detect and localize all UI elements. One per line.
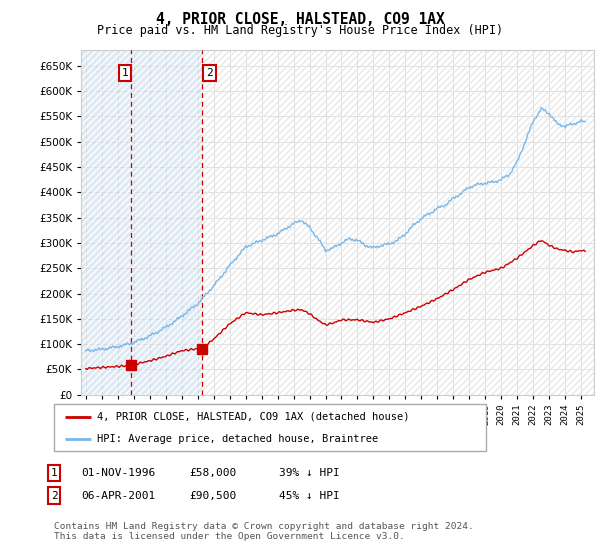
Bar <box>70 50 202 395</box>
Text: 4, PRIOR CLOSE, HALSTEAD, CO9 1AX (detached house): 4, PRIOR CLOSE, HALSTEAD, CO9 1AX (detac… <box>97 412 410 422</box>
Text: £58,000: £58,000 <box>189 468 236 478</box>
Bar <box>202 50 600 395</box>
Text: 4, PRIOR CLOSE, HALSTEAD, CO9 1AX: 4, PRIOR CLOSE, HALSTEAD, CO9 1AX <box>155 12 445 27</box>
Bar <box>70 50 202 395</box>
Text: £90,500: £90,500 <box>189 491 236 501</box>
Text: 1: 1 <box>121 68 128 78</box>
Text: 06-APR-2001: 06-APR-2001 <box>81 491 155 501</box>
FancyBboxPatch shape <box>54 404 486 451</box>
Text: HPI: Average price, detached house, Braintree: HPI: Average price, detached house, Brai… <box>97 434 379 444</box>
Text: 2: 2 <box>206 68 213 78</box>
Text: 1: 1 <box>50 468 58 478</box>
Text: 2: 2 <box>50 491 58 501</box>
Text: Contains HM Land Registry data © Crown copyright and database right 2024.
This d: Contains HM Land Registry data © Crown c… <box>54 522 474 542</box>
Text: 45% ↓ HPI: 45% ↓ HPI <box>279 491 340 501</box>
Text: Price paid vs. HM Land Registry's House Price Index (HPI): Price paid vs. HM Land Registry's House … <box>97 24 503 37</box>
Text: 39% ↓ HPI: 39% ↓ HPI <box>279 468 340 478</box>
Text: 01-NOV-1996: 01-NOV-1996 <box>81 468 155 478</box>
